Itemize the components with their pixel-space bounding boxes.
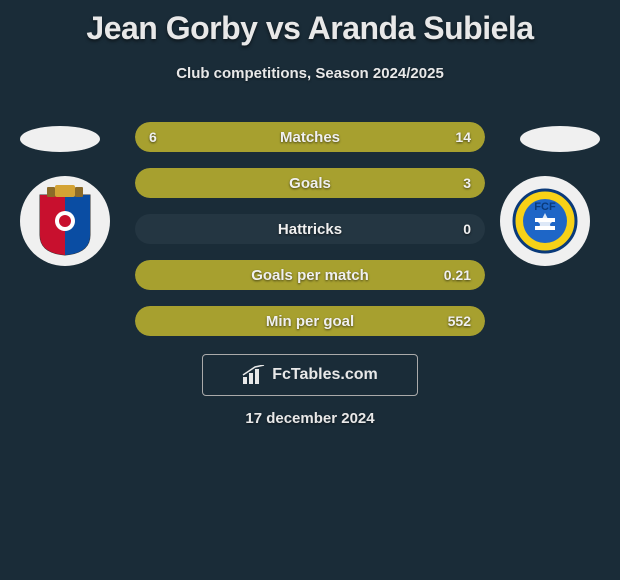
stat-value-right: 0.21	[444, 260, 471, 290]
branding-text: FcTables.com	[272, 366, 378, 384]
stat-value-right: 3	[463, 168, 471, 198]
flag-right	[520, 126, 600, 152]
crest-right: FCF	[500, 176, 600, 266]
braga-crest-icon	[35, 185, 95, 257]
stat-row: Min per goal552	[135, 306, 485, 336]
stat-row: Goals per match0.21	[135, 260, 485, 290]
stat-label: Min per goal	[135, 306, 485, 336]
stat-label: Goals	[135, 168, 485, 198]
crest-left	[20, 176, 120, 266]
stat-row: Hattricks0	[135, 214, 485, 244]
stat-bars: Matches6 14 Goals3 Hattricks0 Goals per matc…	[135, 122, 485, 352]
stat-value-right: 0	[463, 214, 471, 244]
stat-label: Matches	[135, 122, 485, 152]
page-title: Jean Gorby vs Aranda Subiela	[0, 0, 620, 47]
stat-row: Matches6 14	[135, 122, 485, 152]
stat-value-left: 6	[149, 122, 157, 152]
svg-text:FCF: FCF	[534, 201, 556, 213]
subtitle: Club competitions, Season 2024/2025	[0, 65, 620, 82]
stat-label: Hattricks	[135, 214, 485, 244]
bars-chart-icon	[242, 365, 266, 385]
stat-value-right: 14	[455, 122, 471, 152]
date-text: 17 december 2024	[0, 410, 620, 427]
stat-row: Goals3	[135, 168, 485, 198]
branding-box[interactable]: FcTables.com	[202, 354, 418, 396]
stat-label: Goals per match	[135, 260, 485, 290]
stat-value-right: 552	[448, 306, 471, 336]
fcf-crest-icon: FCF	[512, 188, 578, 254]
flag-left	[20, 126, 100, 152]
